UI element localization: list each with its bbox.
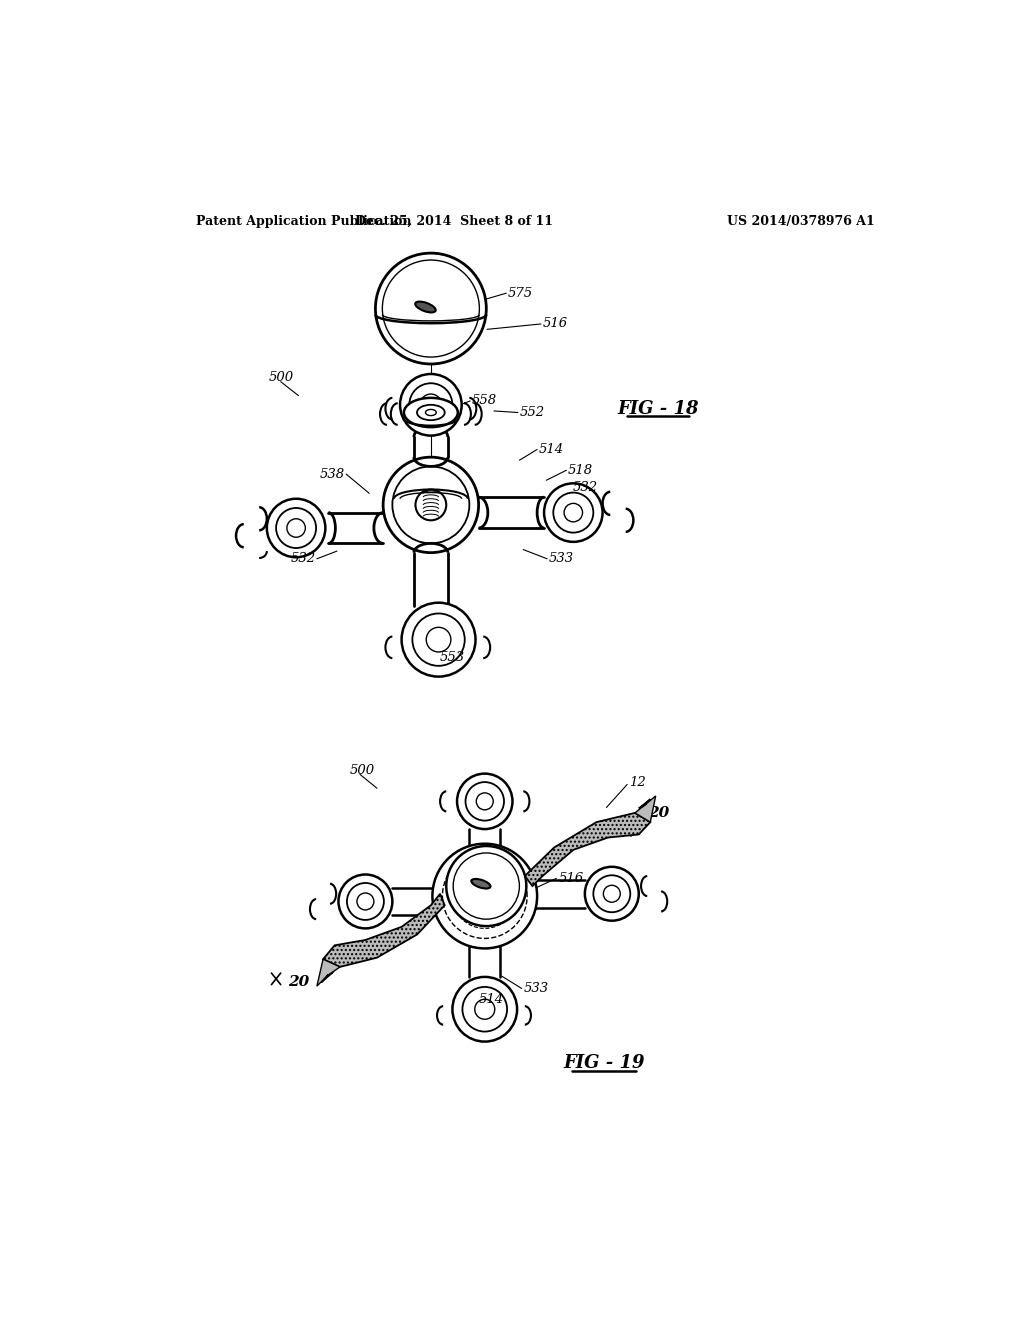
Text: 533: 533 [549,552,573,565]
Text: 575: 575 [508,286,532,300]
Circle shape [553,492,593,533]
Text: 532: 532 [290,552,315,565]
Text: FIG - 18: FIG - 18 [617,400,698,417]
Circle shape [457,774,512,829]
Text: 538: 538 [319,467,345,480]
Text: 558: 558 [472,395,497,408]
Circle shape [376,253,486,364]
Circle shape [267,499,326,557]
Text: 533: 533 [523,982,549,995]
Text: 553: 553 [440,651,465,664]
Circle shape [476,793,494,810]
Circle shape [475,999,495,1019]
Text: 500: 500 [269,371,294,384]
Circle shape [392,466,469,544]
Polygon shape [524,813,650,886]
Text: Dec. 25, 2014  Sheet 8 of 11: Dec. 25, 2014 Sheet 8 of 11 [355,215,553,228]
Text: FIG - 19: FIG - 19 [563,1055,645,1072]
Circle shape [420,395,441,416]
Circle shape [426,627,451,652]
Circle shape [357,892,374,909]
Text: 12: 12 [630,776,646,788]
Polygon shape [316,960,340,986]
Circle shape [347,883,384,920]
Text: 516: 516 [559,871,584,884]
Ellipse shape [471,879,490,888]
Ellipse shape [403,397,458,428]
Polygon shape [323,894,444,966]
Circle shape [453,977,517,1041]
Circle shape [416,490,446,520]
Circle shape [400,374,462,436]
Circle shape [564,503,583,521]
Text: 20: 20 [289,975,309,989]
Circle shape [603,886,621,903]
Circle shape [432,843,538,949]
Text: 514: 514 [478,993,504,1006]
Text: US 2014/0378976 A1: US 2014/0378976 A1 [727,215,874,228]
Circle shape [287,519,305,537]
Circle shape [593,875,631,912]
Text: 20: 20 [648,807,670,820]
Ellipse shape [417,405,444,420]
Text: 500: 500 [350,764,375,777]
Circle shape [466,781,504,821]
Circle shape [410,383,453,426]
Circle shape [585,867,639,921]
Text: 514: 514 [539,444,564,455]
Text: 516: 516 [543,317,567,330]
Ellipse shape [416,301,435,313]
Circle shape [544,483,602,543]
Text: Patent Application Publication: Patent Application Publication [196,215,412,228]
Polygon shape [635,796,655,822]
Circle shape [413,614,465,665]
Circle shape [454,853,519,919]
Circle shape [339,875,392,928]
Circle shape [463,987,507,1032]
Text: 552: 552 [519,407,545,418]
Text: 532: 532 [572,482,598,495]
Circle shape [276,508,316,548]
Text: 518: 518 [568,463,593,477]
Circle shape [382,260,479,358]
Circle shape [446,846,526,927]
Ellipse shape [425,409,436,416]
Circle shape [401,603,475,677]
Circle shape [383,457,478,553]
Circle shape [463,875,506,917]
